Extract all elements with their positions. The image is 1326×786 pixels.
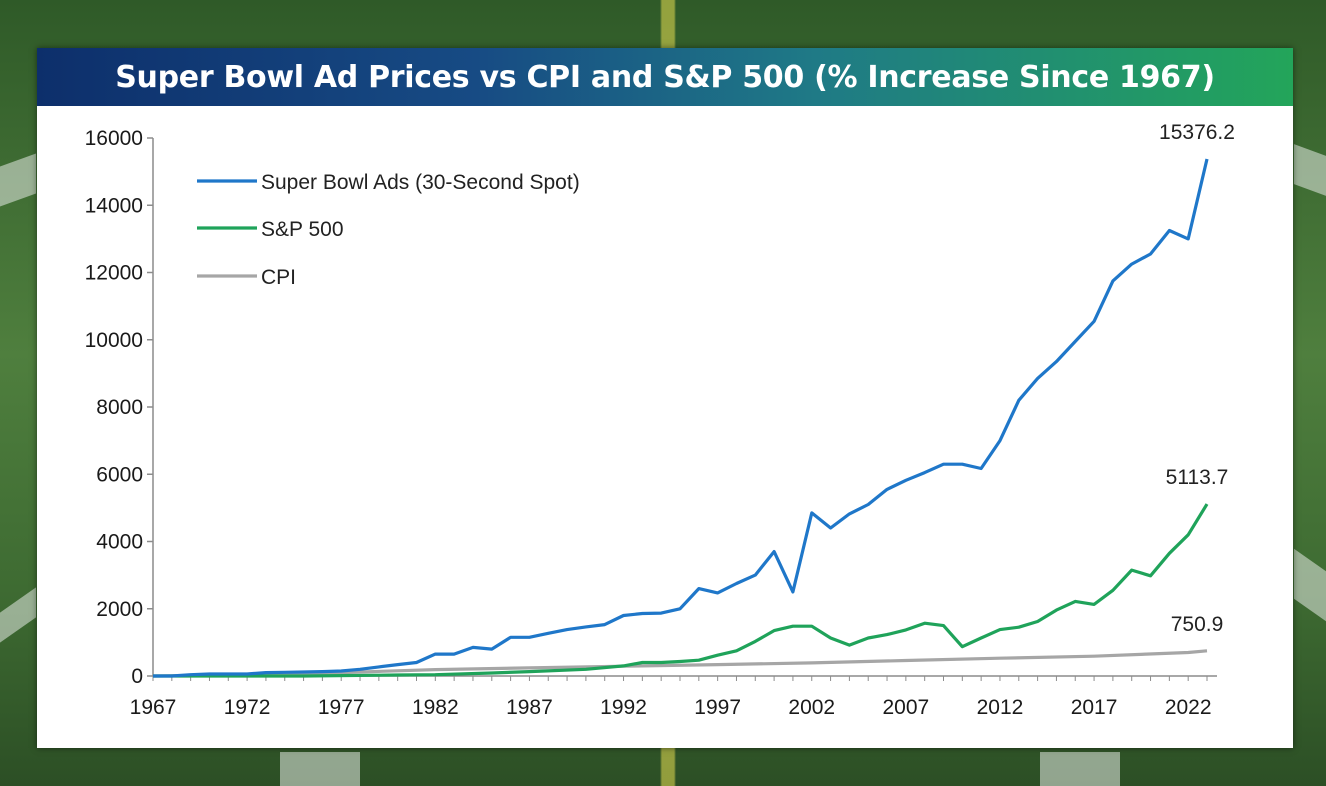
legend-label: CPI	[261, 266, 296, 289]
y-tick-label: 12000	[85, 262, 143, 285]
x-tick-label: 2022	[1165, 696, 1212, 719]
x-tick-label: 1987	[506, 696, 553, 719]
end-value-label: 750.9	[1171, 613, 1224, 636]
field-yard-line	[1040, 752, 1120, 786]
end-value-label: 5113.7	[1166, 466, 1229, 489]
y-tick-label: 6000	[96, 463, 143, 486]
chart-panel: Super Bowl Ad Prices vs CPI and S&P 500 …	[37, 48, 1293, 748]
x-tick-label: 2007	[882, 696, 929, 719]
x-tick-label: 1977	[318, 696, 365, 719]
x-tick-label: 1982	[412, 696, 459, 719]
y-tick-label: 14000	[85, 194, 143, 217]
y-tick-label: 16000	[85, 127, 143, 150]
legend-label: S&P 500	[261, 218, 344, 241]
series-line-super-bowl-ads	[153, 158, 1209, 678]
x-tick-label: 1967	[130, 696, 177, 719]
y-tick-label: 2000	[96, 598, 143, 621]
line-chart: 0 2000 4000 6000 8000 10000 12000 14000 16000 196…	[85, 121, 1235, 719]
field-yard-line	[280, 752, 360, 786]
y-tick-label: 10000	[85, 329, 143, 352]
end-value-label: 15376.2	[1159, 121, 1235, 144]
x-tick-label: 1972	[224, 696, 271, 719]
x-tick-label: 1992	[600, 696, 647, 719]
y-tick-label: 8000	[96, 396, 143, 419]
series-line-sp500	[153, 503, 1209, 678]
y-tick-label: 0	[131, 665, 143, 688]
chart-title: Super Bowl Ad Prices vs CPI and S&P 500 …	[115, 59, 1215, 95]
y-tick-label: 4000	[96, 531, 143, 554]
x-tick-label: 2017	[1071, 696, 1118, 719]
x-tick-label: 2002	[788, 696, 835, 719]
x-tick-label: 1997	[694, 696, 741, 719]
chart-title-bar: Super Bowl Ad Prices vs CPI and S&P 500 …	[37, 48, 1293, 106]
x-tick-label: 2012	[977, 696, 1024, 719]
legend-label: Super Bowl Ads (30-Second Spot)	[261, 171, 580, 194]
